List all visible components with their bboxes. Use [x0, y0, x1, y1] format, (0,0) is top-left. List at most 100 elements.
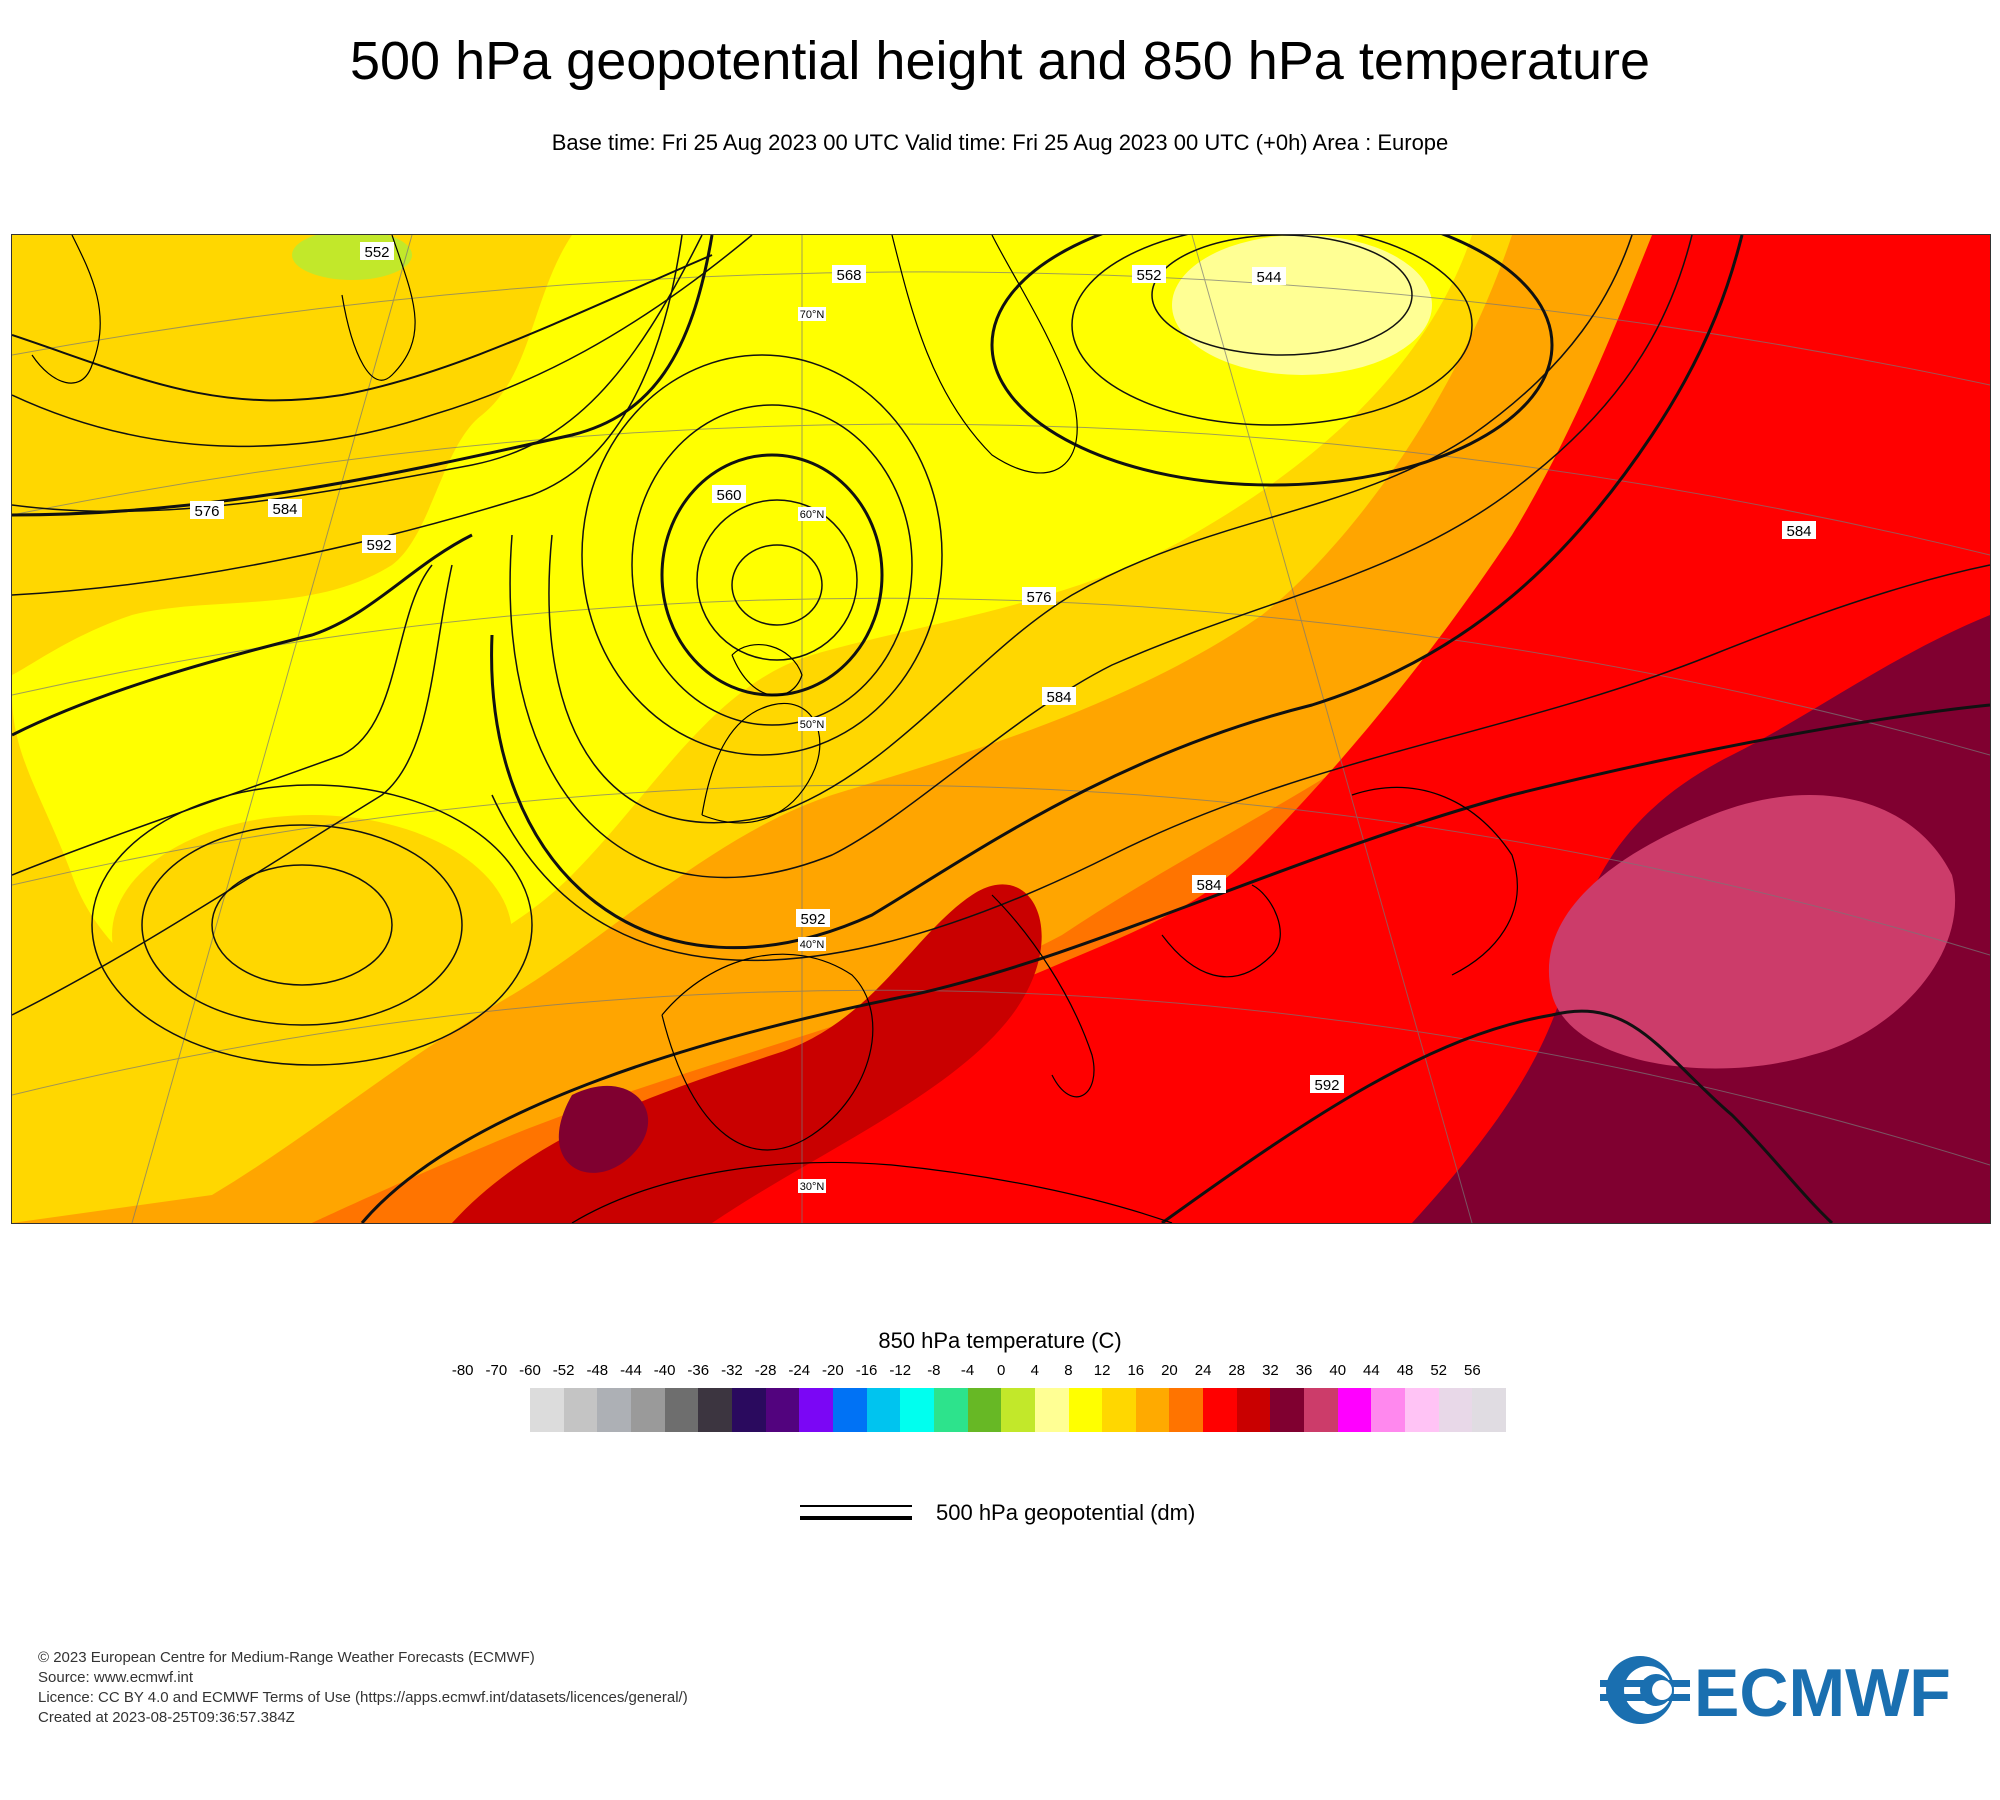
svg-text:592: 592	[800, 911, 825, 928]
colorbar-tick-label: 28	[1228, 1362, 1246, 1379]
ecmwf-logo-icon	[1600, 1656, 1690, 1724]
colorbar-tick-label: 40	[1329, 1362, 1347, 1379]
svg-text:584: 584	[1786, 523, 1811, 540]
temp-field-12-lowcenter	[112, 815, 512, 1055]
colorbar-swatch	[933, 1388, 968, 1432]
ecmwf-logo[interactable]: ECMWF	[1590, 1650, 1960, 1730]
svg-text:584: 584	[1046, 689, 1071, 706]
contour-label: 552	[1132, 265, 1166, 284]
colorbar-title: 850 hPa temperature (C)	[878, 1328, 1122, 1353]
contour-label: 584	[268, 499, 302, 518]
temp-field-32-sahara	[558, 1085, 649, 1173]
contour-label: 576	[190, 501, 224, 520]
contour-label: 576	[1022, 587, 1056, 606]
colorbar-tick-labels: -80 -70 -60 -52 -48 -44 -40 -36 -32 -28 -24 -20 -16-…	[0, 1362, 2000, 1382]
colorbar-tick-label: 8	[1064, 1362, 1073, 1379]
colorbar-tick-label: -60	[519, 1362, 541, 1379]
colorbar-tick-label: 24	[1194, 1362, 1212, 1379]
contour-label: 584	[1192, 875, 1226, 894]
colorbar-swatch	[1068, 1388, 1103, 1432]
contour-label: 592	[362, 535, 396, 554]
colorbar-tick-label: 32	[1262, 1362, 1279, 1379]
colorbar-swatch	[765, 1388, 800, 1432]
colorbar-swatch	[1405, 1388, 1439, 1432]
colorbar-swatch	[1270, 1388, 1305, 1432]
weather-map[interactable]: 552 576 584 592 560 568 552 544 576 584 …	[11, 234, 1991, 1224]
colorbar-swatch	[1034, 1388, 1069, 1432]
colorbar-swatch	[1001, 1388, 1035, 1432]
svg-text:70°N: 70°N	[800, 309, 825, 321]
colorbar-tick-label: -28	[754, 1362, 777, 1379]
colorbar	[530, 1388, 1507, 1432]
colorbar-tick-label: 4	[1030, 1362, 1039, 1379]
colorbar-tick-label: 52	[1430, 1362, 1448, 1379]
latitude-label: 40°N	[798, 937, 826, 951]
latitude-label: 60°N	[798, 507, 826, 521]
svg-text:40°N: 40°N	[800, 939, 825, 951]
copyright-text: © 2023 European Centre for Medium-Range …	[38, 1649, 535, 1666]
colorbar-tick-label: 0	[997, 1362, 1006, 1379]
colorbar-tick-label: -52	[552, 1362, 575, 1379]
colorbar-swatch	[1438, 1388, 1473, 1432]
created-text: Created at 2023-08-25T09:36:57.384Z	[38, 1709, 295, 1726]
contour-label: 560	[712, 485, 746, 504]
colorbar-swatch	[1371, 1388, 1406, 1432]
contour-label: 592	[796, 909, 830, 928]
colorbar-tick-label: -40	[653, 1362, 676, 1379]
svg-text:50°N: 50°N	[800, 719, 825, 731]
geopotential-contours	[12, 235, 1990, 1223]
svg-text:552: 552	[1136, 267, 1161, 284]
colorbar-swatch	[530, 1388, 564, 1432]
colorbar-swatch	[1304, 1388, 1338, 1432]
colorbar-swatch	[1169, 1388, 1204, 1432]
svg-text:592: 592	[1314, 1077, 1339, 1094]
svg-text:552: 552	[364, 244, 389, 261]
colorbar-swatch	[698, 1388, 732, 1432]
chart-subtitle: Base time: Fri 25 Aug 2023 00 UTC Valid …	[551, 130, 1449, 155]
colorbar-tick-label: 20	[1161, 1362, 1178, 1379]
svg-text:560: 560	[716, 487, 741, 504]
graticule	[12, 235, 1990, 1223]
colorbar-tick-label: 48	[1396, 1362, 1414, 1379]
latitude-label: 70°N	[798, 307, 826, 321]
latitude-labels: 70°N 60°N 50°N 40°N 30°N	[798, 307, 826, 1193]
contour-labels: 552 576 584 592 560 568 552 544 576 584 …	[190, 242, 1816, 1094]
svg-text:592: 592	[366, 537, 391, 554]
colorbar-tick-label: 44	[1363, 1362, 1380, 1379]
colorbar-tick-label: 16	[1127, 1362, 1145, 1379]
colorbar-tick-label: -4	[960, 1362, 975, 1379]
colorbar-swatch	[1135, 1388, 1170, 1432]
colorbar-tick-label: -70	[485, 1362, 508, 1379]
colorbar-swatch	[1102, 1388, 1136, 1432]
colorbar-tick-label: 36	[1295, 1362, 1313, 1379]
svg-text:576: 576	[194, 503, 219, 520]
colorbar-swatch	[832, 1388, 867, 1432]
svg-text:584: 584	[272, 501, 297, 518]
temp-field-36	[1548, 795, 1956, 1069]
latitude-label: 50°N	[798, 717, 826, 731]
map-canvas: 552 576 584 592 560 568 552 544 576 584 …	[12, 235, 1990, 1223]
svg-text:544: 544	[1256, 269, 1281, 286]
colorbar-swatch	[1203, 1388, 1237, 1432]
svg-text:30°N: 30°N	[800, 1181, 825, 1193]
contour-label: 544	[1252, 267, 1286, 286]
latitude-label: 30°N	[798, 1179, 826, 1193]
colorbar-swatch	[597, 1388, 631, 1432]
colorbar-tick-label: 56	[1464, 1362, 1481, 1379]
geopotential-legend-label: 500 hPa geopotential (dm)	[936, 1500, 1196, 1525]
contour-label: 552	[360, 242, 394, 261]
colorbar-tick-label: -16	[855, 1362, 878, 1379]
credits: © 2023 European Centre for Medium-Range …	[38, 1648, 688, 1728]
licence-text: Licence: CC BY 4.0 and ECMWF Terms of Us…	[38, 1689, 688, 1706]
colorbar-tick-label: -24	[788, 1362, 811, 1379]
contour-label: 568	[832, 265, 866, 284]
colorbar-tick-label: -12	[889, 1362, 912, 1379]
colorbar-tick-label: -80	[451, 1362, 474, 1379]
source-text: Source: www.ecmwf.int	[38, 1669, 194, 1686]
colorbar-swatch	[630, 1388, 665, 1432]
colorbar-swatch	[866, 1388, 901, 1432]
temp-field-atlantic-12	[12, 235, 572, 675]
ecmwf-logo-text: ECMWF	[1694, 1655, 1951, 1730]
colorbar-swatch	[664, 1388, 699, 1432]
colorbar-swatch	[1472, 1388, 1507, 1432]
